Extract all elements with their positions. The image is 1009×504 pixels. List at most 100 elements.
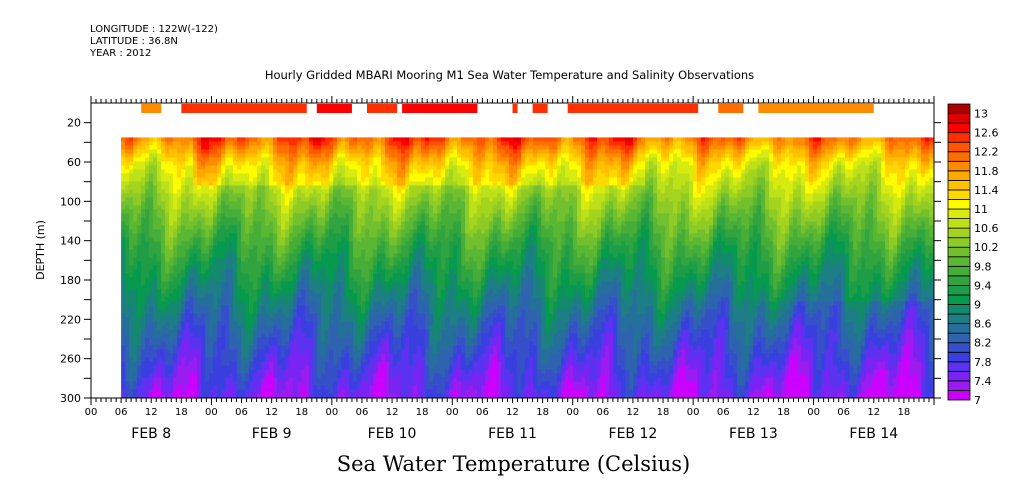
field-cell xyxy=(133,253,138,258)
field-cell xyxy=(413,237,418,242)
field-cell xyxy=(381,173,386,178)
field-cell xyxy=(265,169,270,174)
field-cell xyxy=(417,165,422,170)
field-cell xyxy=(401,221,406,226)
field-cell xyxy=(285,297,290,302)
field-cell xyxy=(313,341,318,346)
field-cell xyxy=(317,337,322,342)
field-cell xyxy=(241,161,246,166)
field-cell xyxy=(321,357,326,362)
field-cell xyxy=(169,349,174,354)
field-cell xyxy=(169,345,174,350)
field-cell xyxy=(325,349,330,354)
field-cell xyxy=(417,253,422,258)
field-cell xyxy=(225,389,230,394)
field-cell xyxy=(261,213,266,218)
field-cell xyxy=(129,161,134,166)
field-cell xyxy=(257,301,262,306)
field-cell xyxy=(137,213,142,218)
field-cell xyxy=(325,277,330,282)
field-cell xyxy=(133,277,138,282)
field-cell xyxy=(249,205,254,210)
field-cell xyxy=(177,353,182,358)
field-cell xyxy=(393,345,398,350)
field-cell xyxy=(345,249,350,254)
field-cell xyxy=(285,165,290,170)
field-cell xyxy=(133,329,138,334)
field-cell xyxy=(381,257,386,262)
field-cell xyxy=(417,281,422,286)
field-cell xyxy=(173,321,178,326)
field-cell xyxy=(185,149,190,154)
field-cell xyxy=(385,365,390,370)
field-cell xyxy=(373,201,378,206)
field-cell xyxy=(357,329,362,334)
field-cell xyxy=(333,293,338,298)
field-cell xyxy=(377,245,382,250)
field-cell xyxy=(281,365,286,370)
field-cell xyxy=(157,209,162,214)
field-cell xyxy=(157,377,162,382)
field-cell xyxy=(249,289,254,294)
field-cell xyxy=(285,205,290,210)
field-cell xyxy=(337,229,342,234)
field-cell xyxy=(381,201,386,206)
field-cell xyxy=(277,317,282,322)
field-cell xyxy=(153,213,158,218)
field-cell xyxy=(177,261,182,266)
field-cell xyxy=(261,381,266,386)
field-cell xyxy=(317,325,322,330)
field-cell xyxy=(217,289,222,294)
field-cell xyxy=(397,225,402,230)
field-cell xyxy=(129,381,134,386)
field-cell xyxy=(269,277,274,282)
field-cell xyxy=(257,281,262,286)
field-cell xyxy=(305,333,310,338)
field-cell xyxy=(141,337,146,342)
field-cell xyxy=(241,173,246,178)
field-cell xyxy=(261,377,266,382)
field-cell xyxy=(317,245,322,250)
field-cell xyxy=(349,269,354,274)
field-cell xyxy=(301,373,306,378)
field-cell xyxy=(185,321,190,326)
field-cell xyxy=(301,149,306,154)
field-cell xyxy=(129,277,134,282)
field-cell xyxy=(233,169,238,174)
field-cell xyxy=(149,217,154,222)
field-cell xyxy=(257,145,262,150)
field-cell xyxy=(353,325,358,330)
field-cell xyxy=(393,249,398,254)
field-cell xyxy=(413,317,418,322)
field-cell xyxy=(413,185,418,190)
field-cell xyxy=(245,213,250,218)
field-cell xyxy=(413,137,418,142)
field-cell xyxy=(289,165,294,170)
field-cell xyxy=(393,377,398,382)
field-cell xyxy=(325,265,330,270)
field-cell xyxy=(181,277,186,282)
field-cell xyxy=(189,209,194,214)
field-cell xyxy=(153,141,158,146)
field-cell xyxy=(173,333,178,338)
field-cell xyxy=(349,373,354,378)
field-cell xyxy=(421,281,426,286)
field-cell xyxy=(297,333,302,338)
field-cell xyxy=(301,273,306,278)
field-cell xyxy=(357,305,362,310)
field-cell xyxy=(161,365,166,370)
field-cell xyxy=(385,337,390,342)
field-cell xyxy=(225,249,230,254)
field-cell xyxy=(329,301,334,306)
field-cell xyxy=(233,193,238,198)
field-cell xyxy=(173,341,178,346)
field-cell xyxy=(273,381,278,386)
field-cell xyxy=(325,305,330,310)
field-cell xyxy=(281,193,286,198)
field-cell xyxy=(193,377,198,382)
field-cell xyxy=(225,165,230,170)
field-cell xyxy=(409,161,414,166)
field-cell xyxy=(129,393,134,398)
field-cell xyxy=(245,385,250,390)
field-cell xyxy=(205,185,210,190)
